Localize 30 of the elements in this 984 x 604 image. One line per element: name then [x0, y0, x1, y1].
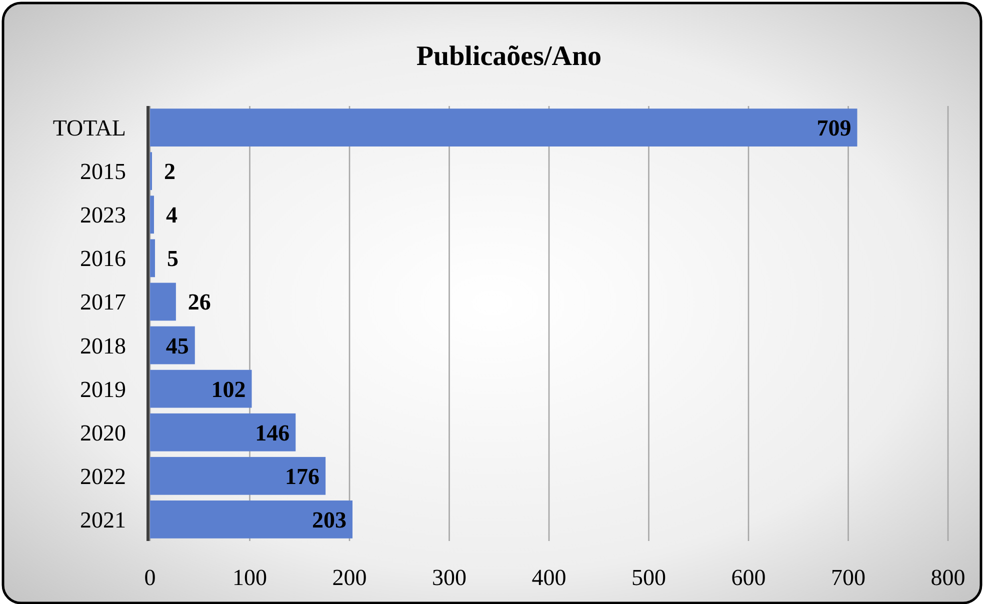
data-label: 45: [166, 333, 189, 358]
data-label: 102: [211, 376, 246, 402]
data-label: 146: [255, 420, 290, 446]
data-label: 709: [816, 116, 852, 141]
x-tick-label: 700: [831, 565, 866, 590]
data-label: 5: [166, 246, 178, 272]
data-label: 2: [164, 159, 176, 184]
y-tick-label: 2016: [80, 246, 126, 272]
chart-title: Publicaões/Ano: [416, 41, 602, 72]
y-tick-label: 2023: [80, 202, 126, 228]
y-tick-label: TOTAL: [52, 116, 126, 141]
x-tick-label: 100: [232, 565, 267, 590]
y-tick-label: 2017: [80, 290, 126, 315]
y-tick-label: 2019: [80, 376, 126, 402]
data-label: 4: [166, 202, 178, 228]
x-tick-label: 600: [731, 565, 766, 590]
x-tick-label: 800: [930, 565, 966, 590]
data-label: 26: [188, 290, 211, 315]
data-label: 203: [312, 507, 346, 532]
x-tick-label: 500: [632, 565, 666, 590]
x-tick-label: 300: [432, 565, 466, 590]
y-tick-label: 2021: [80, 507, 126, 532]
x-tick-label: 200: [332, 565, 367, 590]
y-tick-label: 2018: [80, 333, 126, 358]
x-tick-label: 0: [144, 565, 156, 590]
data-label: 176: [285, 464, 320, 489]
y-tick-label: 2020: [80, 420, 126, 446]
y-tick-label: 2015: [80, 159, 126, 184]
x-tick-label: 400: [532, 565, 566, 590]
y-tick-label: 2022: [80, 464, 126, 489]
